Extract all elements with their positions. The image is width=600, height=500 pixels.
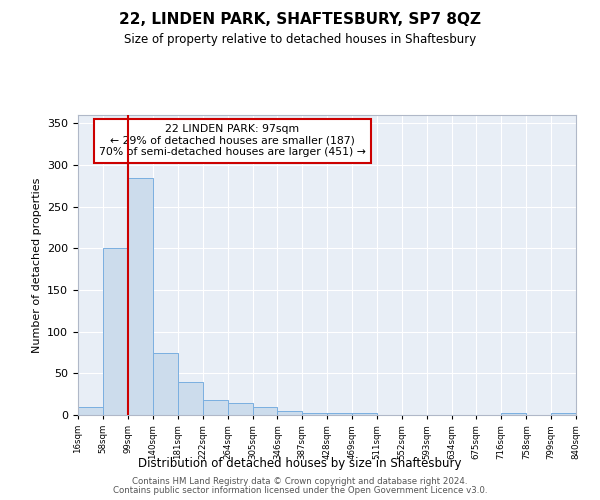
Y-axis label: Number of detached properties: Number of detached properties [32,178,41,352]
Text: Contains HM Land Registry data © Crown copyright and database right 2024.: Contains HM Land Registry data © Crown c… [132,477,468,486]
Bar [277,411,302,415]
Bar [178,382,203,415]
Bar [551,412,576,415]
Bar [352,412,377,415]
Text: Size of property relative to detached houses in Shaftesbury: Size of property relative to detached ho… [124,32,476,46]
Bar [327,412,352,415]
Text: Contains public sector information licensed under the Open Government Licence v3: Contains public sector information licen… [113,486,487,495]
Bar [501,412,526,415]
Bar [203,400,228,415]
Bar [78,406,103,415]
Bar [302,412,327,415]
Text: 22 LINDEN PARK: 97sqm
← 29% of detached houses are smaller (187)
70% of semi-det: 22 LINDEN PARK: 97sqm ← 29% of detached … [99,124,366,157]
Bar [153,352,178,415]
Bar [103,248,128,415]
Bar [128,178,153,415]
Text: 22, LINDEN PARK, SHAFTESBURY, SP7 8QZ: 22, LINDEN PARK, SHAFTESBURY, SP7 8QZ [119,12,481,28]
Text: Distribution of detached houses by size in Shaftesbury: Distribution of detached houses by size … [138,458,462,470]
Bar [228,402,253,415]
Bar [253,406,277,415]
